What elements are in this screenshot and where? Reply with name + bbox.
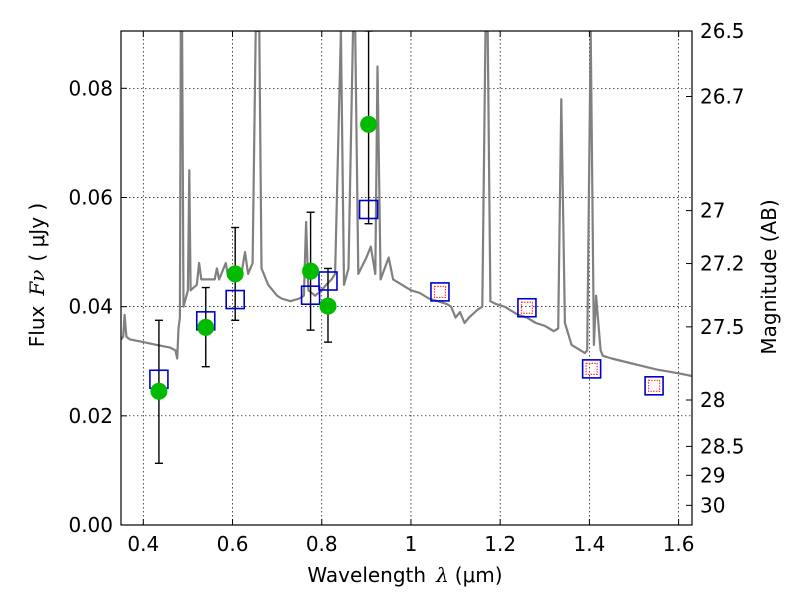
magnitude-axis-title: Magnitude (AB) [757,199,781,354]
grid [121,31,692,526]
plot-data-area [121,31,692,465]
magnitude-tick-label: 29 [700,463,725,487]
magnitude-tick-label: 28.5 [700,434,745,458]
observed-point [197,318,215,336]
y-axis-title: FluxFν( μJy ) [25,203,49,347]
magnitude-tick-label: 30 [700,493,725,517]
model-band-marker [644,376,664,396]
y-tick-label: 0.02 [68,404,113,428]
magnitude-tick-label: 27.5 [700,315,745,339]
y-tick-label: 0.04 [68,295,113,319]
y-tick-label: 0.00 [68,513,113,537]
model-band-marker [318,271,338,291]
observed-point [150,382,168,400]
ir-prediction-marker [647,379,661,392]
y-tick-label: 0.08 [68,76,113,100]
observed-point [302,262,320,280]
x-tick-label: 0.6 [217,532,249,556]
model-band-marker [430,282,450,302]
magnitude-tick-label: 26.7 [700,85,745,109]
ir-prediction-marker [585,362,598,375]
model-band-marker [581,359,602,379]
y-tick-label: 0.06 [68,185,113,209]
model-band-marker [225,289,245,310]
x-tick-label: 1 [405,532,418,556]
model-band-marker [517,297,537,318]
ir-prediction-marker [520,301,534,314]
x-tick-label: 1.6 [663,532,695,556]
observed-point [360,115,378,133]
magnitude-tick-label: 27.2 [700,252,745,276]
x-axis-title: Wavelength λ (μm) [307,563,502,587]
magnitude-tick-label: 26.5 [700,19,745,43]
magnitude-tick-label: 27 [700,199,725,223]
model-sed-line [121,31,692,378]
x-tick-label: 1.4 [573,532,605,556]
x-tick-label: 0.4 [127,532,159,556]
observed-point [226,265,244,283]
observed-point [319,297,337,315]
x-tick-label: 0.8 [306,532,338,556]
plot-frame [120,30,693,526]
x-tick-label: 1.2 [484,532,516,556]
model-band-marker [358,199,379,220]
axis-ticks: 0.4 0.6 0.8 1 1.2 1.4 1.6 0.00 0.02 0.04 0.06 0.08 2… [68,19,744,556]
model-band-marker [300,285,321,305]
magnitude-tick-label: 28 [700,388,725,412]
ir-prediction-marker [433,285,447,299]
